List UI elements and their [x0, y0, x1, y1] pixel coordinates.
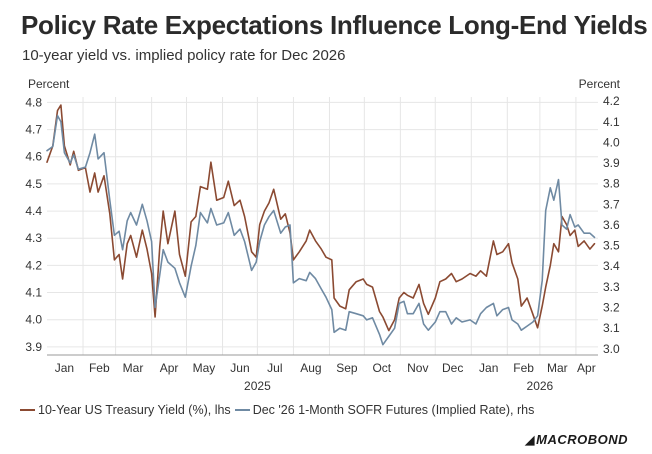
right-tick-label: 3.5: [603, 239, 620, 253]
month-tick-label: Mar: [547, 361, 568, 375]
right-tick-label: 4.1: [603, 115, 620, 129]
month-tick-label: Dec: [442, 361, 463, 375]
right-tick-label: 4.0: [603, 135, 620, 149]
right-tick-label: 3.7: [603, 197, 620, 211]
month-tick-label: Apr: [577, 361, 596, 375]
month-tick-label: Sep: [336, 361, 358, 375]
right-tick-label: 3.6: [603, 218, 620, 232]
left-tick-label: 4.8: [25, 95, 42, 109]
left-tick-label: 4.4: [25, 204, 42, 218]
left-tick-label: 4.5: [25, 177, 42, 191]
month-tick-label: Jul: [267, 361, 282, 375]
year-tick-label: 2025: [244, 379, 271, 393]
month-tick-label: Feb: [89, 361, 110, 375]
legend-label-sofr: Dec '26 1-Month SOFR Futures (Implied Ra…: [252, 403, 535, 417]
macrobond-logo: ◢MACROBOND: [524, 432, 628, 447]
series-line-treasury-yield: [46, 104, 596, 332]
chart-subtitle: 10-year yield vs. implied policy rate fo…: [22, 47, 346, 64]
right-tick-label: 4.2: [603, 94, 620, 108]
legend-item-sofr: Dec '26 1-Month SOFR Futures (Implied Ra…: [234, 403, 535, 417]
year-tick-label: 2026: [527, 379, 554, 393]
left-tick-label: 4.1: [25, 286, 42, 300]
right-tick-label: 3.4: [603, 259, 620, 273]
left-tick-label: 4.7: [25, 123, 42, 137]
right-tick-label: 3.1: [603, 321, 620, 335]
legend-label-treasury: 10-Year US Treasury Yield (%), lhs: [38, 403, 231, 417]
month-tick-label: Feb: [513, 361, 534, 375]
month-tick-label: Aug: [300, 361, 321, 375]
month-tick-label: Oct: [372, 361, 391, 375]
legend-item-treasury: 10-Year US Treasury Yield (%), lhs: [20, 403, 231, 417]
chart-title: Policy Rate Expectations Influence Long-…: [21, 10, 648, 40]
right-tick-label: 3.2: [603, 301, 620, 315]
left-tick-label: 3.9: [25, 340, 42, 354]
brand-name: MACROBOND: [536, 432, 628, 447]
right-axis-label: Percent: [578, 77, 620, 91]
legend-swatch-sofr: [234, 409, 250, 411]
left-axis-label: Percent: [28, 77, 70, 91]
chart-legend: 10-Year US Treasury Yield (%), lhs Dec '…: [20, 403, 538, 417]
series-line-sofr-implied-rate: [46, 114, 596, 346]
month-tick-label: Jun: [230, 361, 249, 375]
month-tick-label: Mar: [123, 361, 144, 375]
month-tick-label: Nov: [407, 361, 428, 375]
right-tick-label: 3.3: [603, 280, 620, 294]
right-tick-label: 3.9: [603, 156, 620, 170]
left-tick-label: 4.3: [25, 231, 42, 245]
left-tick-label: 4.6: [25, 150, 42, 164]
month-tick-label: Apr: [160, 361, 179, 375]
left-tick-label: 4.0: [25, 313, 42, 327]
left-tick-label: 4.2: [25, 258, 42, 272]
month-tick-label: May: [193, 361, 216, 375]
right-tick-label: 3.0: [603, 342, 620, 356]
right-tick-label: 3.8: [603, 177, 620, 191]
month-tick-label: Jan: [55, 361, 74, 375]
month-tick-label: Jan: [479, 361, 498, 375]
legend-swatch-treasury: [20, 409, 35, 411]
